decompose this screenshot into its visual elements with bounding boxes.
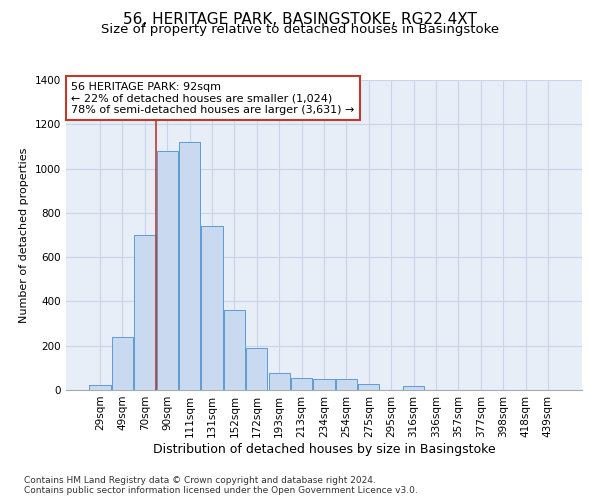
Bar: [157, 151, 178, 390]
Bar: [134, 235, 155, 390]
Bar: [269, 374, 290, 390]
Bar: [112, 337, 133, 390]
Bar: [336, 379, 357, 390]
Text: 56, HERITAGE PARK, BASINGSTOKE, RG22 4XT: 56, HERITAGE PARK, BASINGSTOKE, RG22 4XT: [123, 12, 477, 28]
Text: 56 HERITAGE PARK: 92sqm
← 22% of detached houses are smaller (1,024)
78% of semi: 56 HERITAGE PARK: 92sqm ← 22% of detache…: [71, 82, 355, 115]
Bar: [224, 310, 245, 390]
X-axis label: Distribution of detached houses by size in Basingstoke: Distribution of detached houses by size …: [152, 442, 496, 456]
Bar: [403, 386, 424, 390]
Bar: [291, 378, 312, 390]
Text: Size of property relative to detached houses in Basingstoke: Size of property relative to detached ho…: [101, 22, 499, 36]
Bar: [313, 379, 335, 390]
Bar: [202, 226, 223, 390]
Bar: [358, 384, 379, 390]
Bar: [179, 142, 200, 390]
Text: Contains HM Land Registry data © Crown copyright and database right 2024.
Contai: Contains HM Land Registry data © Crown c…: [24, 476, 418, 495]
Bar: [89, 385, 111, 390]
Bar: [246, 348, 268, 390]
Y-axis label: Number of detached properties: Number of detached properties: [19, 148, 29, 322]
